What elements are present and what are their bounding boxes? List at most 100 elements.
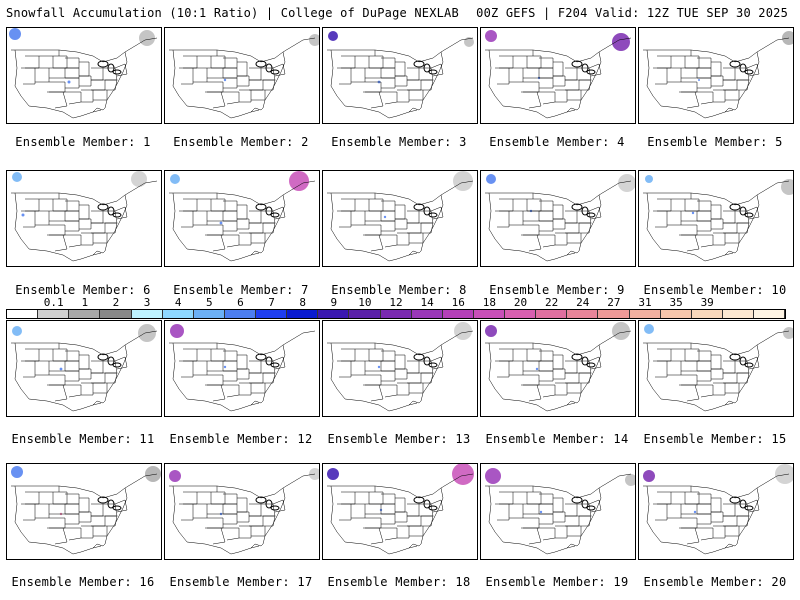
- ensemble-member-caption: Ensemble Member: 5: [647, 135, 783, 149]
- boundary-line: [221, 234, 240, 248]
- boundary-line: [723, 372, 738, 384]
- ensemble-member-caption: Ensemble Member: 8: [331, 283, 467, 297]
- colorbar-tick-label: 10: [358, 296, 372, 309]
- snowfall-area: [691, 211, 695, 215]
- boundary-line: [421, 515, 434, 527]
- boundary-line: [408, 250, 422, 256]
- boundary-line: [539, 210, 554, 222]
- snowfall-area: [11, 466, 23, 478]
- boundary-line: [667, 210, 682, 226]
- boundary-line: [221, 527, 240, 541]
- boundary-line: [681, 224, 698, 236]
- boundary-line: [341, 348, 356, 362]
- snowfall-area: [289, 171, 309, 191]
- boundary-line: [725, 382, 740, 394]
- colorbar-swatch: [38, 310, 70, 318]
- great-lake: [729, 496, 741, 504]
- boundary-line: [262, 344, 286, 402]
- ensemble-member-caption: Ensemble Member: 19: [485, 575, 629, 589]
- great-lake: [586, 505, 596, 511]
- ensemble-member-map: [164, 27, 320, 124]
- colorbar-tick-label: 9: [330, 296, 338, 309]
- boundary-line: [381, 513, 396, 525]
- boundary-line: [65, 503, 80, 515]
- boundary-line: [249, 79, 264, 91]
- snowfall-area: [486, 174, 496, 184]
- boundary-line: [681, 67, 698, 79]
- colorbar-swatch: [754, 310, 786, 318]
- great-lake: [581, 206, 589, 216]
- snowfall-area: [485, 30, 497, 42]
- boundary-line: [105, 372, 118, 384]
- boundary-line: [746, 63, 760, 77]
- snowfall-area: [169, 470, 181, 482]
- boundary-line: [502, 541, 576, 555]
- boundary-line: [251, 232, 266, 244]
- boundary-line: [539, 513, 554, 525]
- boundary-line: [79, 511, 92, 523]
- snowfall-area: [698, 79, 700, 81]
- boundary-line: [685, 198, 700, 212]
- boundary-line: [407, 79, 422, 91]
- boundary-line: [91, 503, 104, 517]
- boundary-line: [250, 400, 264, 406]
- boundary-line: [250, 543, 264, 549]
- boundary-line: [379, 91, 398, 105]
- boundary-line: [643, 342, 692, 349]
- ensemble-member-caption: Ensemble Member: 1: [15, 135, 151, 149]
- boundary-line: [488, 49, 504, 107]
- snowfall-area: [219, 221, 223, 225]
- boundary-line: [47, 527, 68, 545]
- boundary-line: [179, 210, 194, 228]
- boundary-line: [65, 67, 80, 79]
- ensemble-member-caption: Ensemble Member: 14: [485, 432, 629, 446]
- boundary-line: [79, 75, 92, 87]
- snowfall-area: [138, 324, 156, 342]
- great-lake: [255, 60, 267, 68]
- boundary-line: [207, 81, 224, 93]
- colorbar-tick-label: 5: [205, 296, 213, 309]
- boundary-line: [365, 374, 382, 386]
- boundary-line: [47, 91, 68, 109]
- boundary-line: [725, 232, 740, 244]
- boundary-line: [671, 491, 686, 504]
- colorbar-swatch: [287, 310, 319, 318]
- boundary-line: [39, 348, 54, 361]
- boundary-line: [723, 222, 738, 234]
- boundary-line: [211, 55, 226, 69]
- great-lake: [97, 353, 109, 361]
- boundary-line: [330, 192, 346, 250]
- boundary-line: [91, 360, 104, 374]
- snowfall-area: [643, 470, 655, 482]
- boundary-line: [105, 79, 118, 91]
- boundary-line: [553, 61, 564, 77]
- boundary-line: [643, 192, 692, 199]
- boundary-line: [65, 360, 80, 372]
- boundary-line: [407, 67, 420, 81]
- great-lake: [581, 356, 589, 366]
- boundary-line: [211, 348, 226, 362]
- boundary-line: [734, 473, 790, 499]
- boundary-line: [681, 81, 698, 93]
- boundary-line: [407, 210, 420, 224]
- boundary-line: [485, 49, 534, 56]
- boundary-line: [193, 360, 208, 376]
- boundary-line: [207, 210, 224, 222]
- boundary-line: [521, 384, 542, 402]
- ensemble-member-map: [638, 27, 794, 124]
- colorbar-tick-label: 4: [174, 296, 182, 309]
- boundary-line: [565, 79, 580, 91]
- snowfall-area: [618, 174, 635, 192]
- boundary-line: [420, 344, 444, 402]
- boundary-line: [104, 51, 128, 109]
- boundary-line: [499, 348, 514, 362]
- colorbar-swatch: [505, 310, 537, 318]
- boundary-line: [114, 356, 128, 370]
- boundary-line: [337, 67, 352, 85]
- boundary-line: [566, 543, 580, 549]
- boundary-line: [697, 77, 712, 89]
- boundary-line: [249, 210, 262, 224]
- boundary-line: [374, 49, 420, 63]
- boundary-line: [566, 107, 580, 113]
- boundary-line: [237, 61, 248, 77]
